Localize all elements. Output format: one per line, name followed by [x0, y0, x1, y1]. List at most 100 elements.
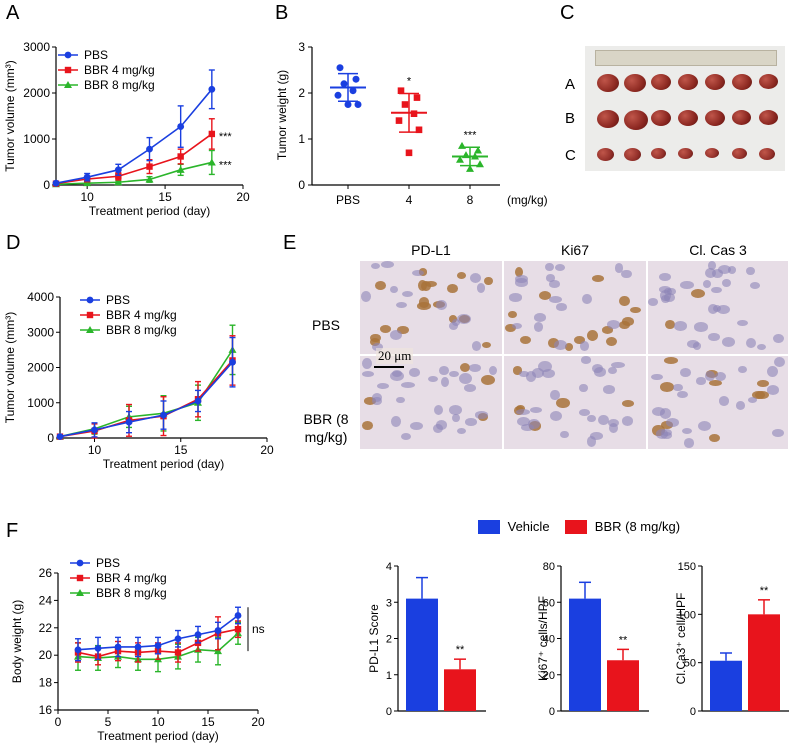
y-tick-label: 1000 — [23, 132, 50, 146]
cell-nucleus — [389, 329, 402, 341]
data-point — [115, 173, 122, 180]
data-point — [336, 64, 344, 72]
cell-nucleus — [722, 278, 732, 288]
data-point — [74, 646, 82, 654]
cell-nucleus — [710, 286, 722, 294]
series-line — [59, 349, 234, 438]
y-axis-label: Cl.Ca3⁺ cell/HPF — [674, 593, 688, 685]
cell-nucleus — [590, 432, 604, 440]
data-point — [194, 631, 202, 639]
x-tick-label: 0 — [55, 715, 62, 729]
cell-nucleus — [465, 418, 477, 426]
cell-nucleus — [661, 295, 670, 303]
cell-nucleus — [530, 407, 543, 414]
tumor-specimen — [759, 110, 778, 125]
tumor-specimen — [597, 74, 619, 92]
cell-nucleus — [362, 371, 375, 378]
cell-nucleus — [767, 385, 780, 395]
cell-nucleus — [507, 310, 517, 319]
cell-nucleus — [456, 271, 467, 280]
y-tick-label: 26 — [39, 566, 53, 580]
cell-nucleus — [421, 280, 431, 291]
legend-label: BBR 4 mg/kg — [106, 308, 177, 322]
ihc-col-label-ki67: Ki67 — [560, 242, 590, 258]
cell-nucleus — [556, 397, 570, 409]
cell-nucleus — [709, 434, 720, 443]
x-tick-label: 8 — [467, 193, 474, 207]
cell-nucleus — [376, 383, 390, 390]
cell-nucleus — [736, 319, 749, 327]
photo-row-label-b: B — [565, 110, 576, 127]
y-tick-label: 0 — [43, 178, 50, 192]
data-point — [174, 635, 182, 643]
cell-nucleus — [371, 343, 384, 352]
tumor-specimen — [651, 74, 671, 90]
legend-label: BBR 8 mg/kg — [96, 586, 167, 600]
cell-nucleus — [511, 322, 522, 329]
cell-nucleus — [440, 376, 449, 388]
cell-nucleus — [396, 301, 408, 308]
cell-nucleus — [747, 396, 758, 404]
panel-letter-d: D — [6, 232, 21, 254]
cell-nucleus — [705, 370, 716, 382]
cell-nucleus — [680, 368, 691, 378]
data-point — [229, 358, 236, 366]
legend-marker — [76, 559, 84, 567]
cell-nucleus — [512, 366, 523, 375]
cell-nucleus — [447, 284, 458, 294]
cell-nucleus — [521, 423, 534, 431]
y-tick-label: 16 — [39, 703, 53, 717]
data-point — [234, 612, 242, 619]
cell-nucleus — [516, 408, 531, 415]
x-axis-label: Treatment period (day) — [103, 457, 225, 471]
cell-nucleus — [630, 307, 642, 314]
ns-label: ns — [252, 622, 265, 636]
y-tick-label: 24 — [39, 593, 53, 607]
cell-nucleus — [564, 343, 573, 352]
cell-nucleus — [659, 408, 672, 419]
cell-nucleus — [757, 343, 767, 350]
cell-nucleus — [361, 357, 372, 369]
cell-nucleus — [448, 314, 457, 323]
significance-marker: *** — [219, 131, 233, 143]
data-point — [146, 145, 153, 153]
legend-label: BBR 8 mg/kg — [84, 78, 155, 92]
tumor-specimen — [678, 148, 693, 159]
cell-nucleus — [547, 338, 559, 348]
cell-nucleus — [548, 295, 562, 303]
cell-nucleus — [665, 319, 675, 329]
cell-nucleus — [381, 261, 395, 268]
tumor-specimen — [705, 74, 725, 90]
y-tick-label: 22 — [39, 621, 53, 635]
cell-nucleus — [767, 365, 778, 377]
x-tick-label: 15 — [201, 715, 215, 729]
data-point — [395, 117, 403, 124]
panel-letter-f: F — [6, 520, 19, 542]
cell-nucleus — [622, 400, 635, 407]
cell-nucleus — [449, 322, 459, 331]
data-point — [114, 166, 122, 174]
cell-nucleus — [619, 295, 630, 307]
cell-nucleus — [409, 368, 420, 377]
legend-label: PBS — [106, 293, 130, 307]
data-point — [194, 397, 202, 405]
y-tick-label: 4 — [386, 561, 392, 573]
ihc-col-label-cas3: Cl. Cas 3 — [689, 242, 747, 258]
cell-nucleus — [746, 266, 756, 275]
cell-nucleus — [432, 423, 443, 434]
y-tick-label: 2 — [386, 634, 392, 646]
x-tick-label: 20 — [251, 715, 265, 729]
cell-nucleus — [664, 357, 678, 365]
cell-nucleus — [707, 261, 716, 270]
cell-nucleus — [709, 380, 722, 387]
cell-nucleus — [538, 290, 552, 301]
legend-marker — [86, 311, 94, 319]
data-point — [125, 418, 133, 426]
data-point — [154, 642, 162, 650]
cell-nucleus — [591, 274, 604, 282]
cell-nucleus — [608, 419, 620, 428]
photo-row-label-c: C — [565, 147, 576, 164]
scale-bar-label: 20 μm — [376, 348, 414, 364]
y-tick-label: 50 — [684, 658, 696, 670]
x-tick-label: 20 — [236, 190, 250, 204]
